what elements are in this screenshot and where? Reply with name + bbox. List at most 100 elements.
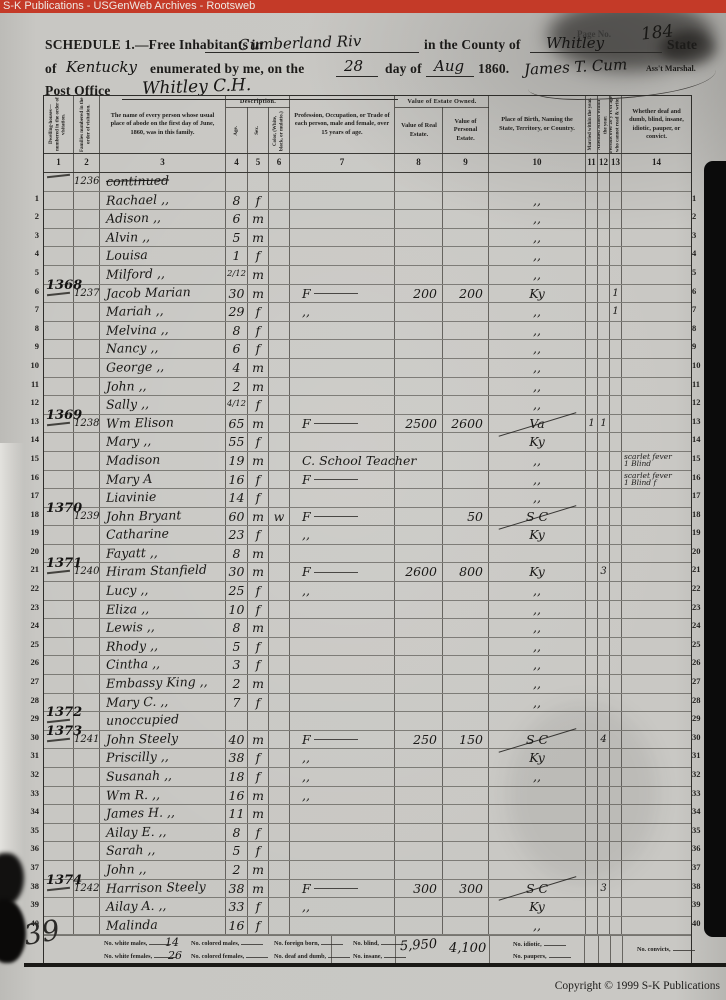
column-number: 5	[248, 154, 269, 172]
cell-dwelling-number	[44, 340, 74, 358]
cell-remarks	[622, 842, 691, 860]
table-row: 1369 1238 Wm Elison 65 m F 2500 2600 Va 1 1	[44, 409, 691, 434]
cell-age	[226, 173, 248, 191]
cell-age: 10	[226, 600, 248, 619]
cell-cannot-read-write	[610, 656, 622, 675]
birth-handwritten: ,,	[533, 583, 541, 599]
cell-age: 4	[226, 358, 248, 377]
cell-place-of-birth: Ky	[489, 898, 586, 916]
cell-personal-estate-value	[443, 173, 489, 191]
cell-real-estate-value	[395, 675, 443, 693]
cell-age: 55	[226, 433, 248, 451]
row-number-right: 37	[692, 861, 701, 872]
age-handwritten: 30	[228, 564, 245, 580]
column-header-text: Attended School within the year.	[598, 99, 609, 150]
cell-color	[269, 730, 290, 749]
occupation-handwritten: F	[290, 880, 394, 897]
column-number: 10	[489, 154, 586, 172]
cell-personal-estate-value	[443, 600, 489, 619]
cell-name: Cintha ,,	[100, 656, 226, 675]
cell-real-estate-value	[395, 489, 443, 507]
sex-handwritten: m	[252, 545, 264, 561]
cell-married-in-year	[586, 805, 598, 823]
table-row: Louisa 1 f,,	[44, 247, 691, 266]
cell-sex: m	[248, 358, 269, 377]
cell-name: Harrison Steely	[100, 878, 226, 898]
name-handwritten: Mary C. ,,	[105, 693, 169, 710]
cell-personal-estate-value	[443, 396, 489, 414]
cell-personal-estate-value	[443, 656, 489, 675]
cell-dwelling-number: 1373	[44, 725, 82, 749]
cell-place-of-birth: ,,	[489, 396, 586, 414]
cell-attended-school	[598, 526, 610, 544]
cell-personal-estate-value: 2600	[443, 414, 489, 433]
table-row: Priscilly ,, 38 f,, Ky	[44, 749, 691, 768]
cell-personal-estate-value: 800	[443, 563, 489, 582]
cell-personal-estate-value	[443, 321, 489, 340]
cell-family-number	[74, 228, 100, 247]
cell-place-of-birth: ,,	[489, 210, 586, 228]
sex-handwritten: f	[255, 843, 261, 859]
table-row: 1368 1237 Jacob Marian 30 m F 200 200 Ky 1	[44, 279, 691, 304]
page-number-label: Page No.	[577, 29, 611, 39]
cell-personal-estate-value	[443, 265, 489, 284]
birth-handwritten: Ky	[529, 750, 545, 766]
cell-real-estate-value	[395, 303, 443, 321]
row-number-left: 25	[30, 638, 40, 649]
cell-dwelling-number: 1369	[44, 409, 82, 433]
age-handwritten: 4	[232, 359, 241, 375]
cell-name: Madison	[100, 452, 226, 470]
table-row: 1371 1240 Hiram Stanfield 30 m F 2600 800 Ky 3	[44, 557, 691, 583]
cell-real-estate-value	[395, 340, 443, 358]
cell-sex: f	[248, 321, 269, 340]
row-number-right: 40	[692, 917, 701, 928]
table-header: Description. Value of Estate Owned. Dwel…	[44, 96, 691, 154]
cell-color	[269, 377, 290, 396]
cell-name: George ,,	[100, 359, 226, 377]
name-handwritten: John ,,	[105, 860, 147, 877]
cell-place-of-birth: Ky	[489, 563, 586, 582]
cell-cannot-read-write	[610, 563, 622, 582]
row-number-left: 17	[30, 490, 40, 501]
cell-place-of-birth: ,,	[489, 693, 586, 712]
cell-color	[269, 582, 290, 600]
table-row: Mariah ,, 29 f,,,, 1	[44, 303, 691, 322]
cell-place-of-birth: ,,	[489, 228, 586, 247]
sex-handwritten: f	[255, 601, 261, 617]
cell-attended-school: 1	[598, 414, 610, 433]
cell-remarks	[622, 229, 691, 247]
description-group-header: Description.	[226, 96, 290, 108]
cell-name: Sally ,,	[100, 396, 226, 414]
sex-handwritten: m	[252, 620, 264, 636]
cell-place-of-birth: S C	[489, 879, 586, 898]
sex-handwritten: f	[255, 750, 261, 766]
cell-place-of-birth: ,,	[489, 675, 586, 693]
cell-married-in-year	[586, 544, 598, 563]
table-row: 1373 1241 John Steely 40 m F 250 150 S C 4	[44, 725, 691, 750]
cell-attended-school	[598, 433, 610, 451]
row-number-right: 29	[692, 713, 701, 724]
cell-occupation	[290, 842, 395, 860]
cell-sex: f	[248, 582, 269, 600]
age-handwritten: 10	[228, 601, 245, 617]
column-header-text: Age.	[233, 125, 239, 136]
cell-place-of-birth: S C	[489, 507, 586, 526]
row-number-right: 30	[692, 731, 701, 742]
cell-remarks	[622, 545, 691, 563]
cell-attended-school	[598, 544, 610, 563]
illiterate-mark: 1	[612, 306, 619, 318]
cell-cannot-read-write	[610, 675, 622, 693]
row-number-right: 6	[692, 285, 697, 296]
cell-attended-school	[598, 582, 610, 600]
window-titlebar[interactable]: S-K Publications - USGenWeb Archives - R…	[0, 0, 726, 13]
white-females-label: No. white females,	[104, 953, 176, 961]
cell-married-in-year	[586, 879, 598, 898]
cell-real-estate-value	[395, 600, 443, 619]
cell-occupation	[290, 544, 395, 563]
real-estate-handwritten: 200	[413, 285, 437, 301]
cell-married-in-year	[586, 173, 598, 191]
sex-handwritten: f	[255, 397, 261, 413]
cell-dwelling-number	[44, 433, 74, 451]
cell-sex: m	[248, 265, 269, 284]
cell-cannot-read-write	[610, 916, 622, 935]
